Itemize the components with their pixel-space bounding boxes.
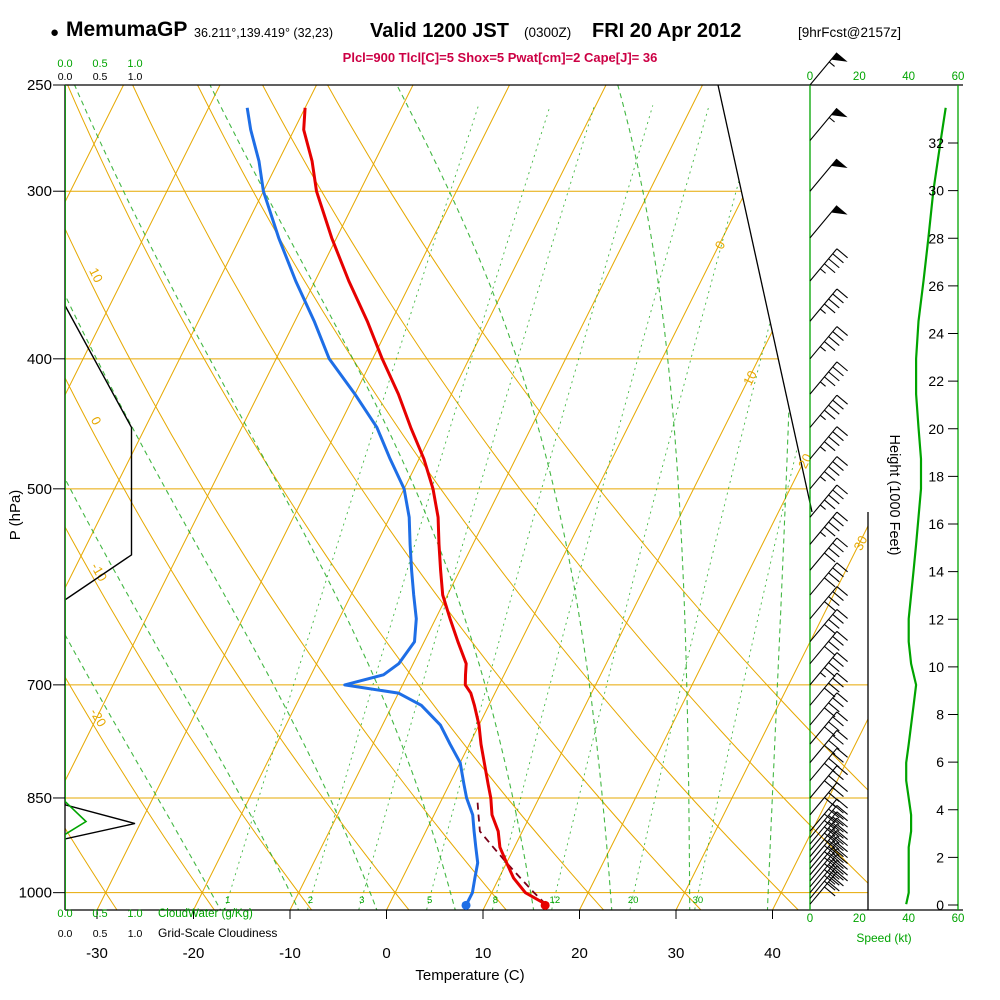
svg-text:30: 30 [928,183,944,199]
svg-text:20: 20 [571,945,588,962]
svg-text:60: 60 [952,913,965,925]
cloudiness-label: Grid-Scale Cloudiness [158,926,277,940]
svg-text:20: 20 [853,913,866,925]
svg-text:60: 60 [952,71,965,83]
station-name: MemumaGP [66,18,188,41]
skewt-grid [65,85,868,910]
valid-time-z: (0300Z) [524,25,572,40]
svg-text:10: 10 [475,945,492,962]
temperature-axis-label: Temperature (C) [415,967,524,984]
svg-text:-30: -30 [86,945,108,962]
svg-text:1.0: 1.0 [128,71,143,83]
svg-text:26: 26 [928,278,944,294]
svg-text:0: 0 [88,414,105,427]
wind-column [809,52,959,910]
svg-text:1000: 1000 [19,885,52,902]
svg-text:4: 4 [936,802,944,818]
svg-text:8: 8 [936,707,944,723]
svg-text:300: 300 [27,183,52,200]
svg-text:0.5: 0.5 [92,908,107,920]
svg-text:14: 14 [928,564,944,580]
svg-text:30: 30 [851,533,871,553]
svg-text:12: 12 [928,611,944,627]
svg-text:20: 20 [928,421,944,437]
svg-text:1: 1 [225,895,230,906]
svg-text:0: 0 [807,71,813,83]
svg-text:20: 20 [628,895,639,906]
svg-text:0.5: 0.5 [93,928,108,940]
svg-text:1.0: 1.0 [128,928,143,940]
surface-temperature-dot [540,900,550,910]
svg-text:22: 22 [928,373,944,389]
svg-text:18: 18 [928,468,944,484]
svg-text:-20: -20 [87,706,110,730]
svg-text:6: 6 [936,754,944,770]
svg-text:-20: -20 [183,945,205,962]
svg-text:0.5: 0.5 [93,71,108,83]
station-coordinates: 36.211°,139.419° (32,23) [194,26,334,40]
svg-text:0.0: 0.0 [58,71,73,83]
svg-text:850: 850 [27,790,52,807]
stability-parameters: Plcl=900 Tlcl[C]=5 Shox=5 Pwat[cm]=2 Cap… [342,50,658,65]
svg-text:24: 24 [928,326,944,342]
svg-text:2: 2 [936,849,944,865]
svg-text:10: 10 [86,265,106,285]
svg-text:40: 40 [902,71,915,83]
wind-speed-curve [905,107,947,905]
svg-text:250: 250 [27,77,52,94]
svg-text:16: 16 [928,516,944,532]
svg-text:40: 40 [764,945,781,962]
svg-text:32: 32 [928,135,944,151]
svg-text:0.0: 0.0 [57,58,72,70]
svg-text:10: 10 [740,368,760,388]
svg-text:30: 30 [693,895,704,906]
parcel-path [476,801,547,905]
surface-dewpoint-dot [461,900,471,910]
svg-text:700: 700 [27,677,52,694]
cloudwater-profile [65,85,88,910]
valid-date: FRI 20 Apr 2012 [592,20,742,42]
sounding-curves [245,107,550,910]
svg-text:28: 28 [928,230,944,246]
svg-text:0.0: 0.0 [57,908,72,920]
svg-text:8: 8 [493,895,498,906]
svg-text:3: 3 [359,895,364,906]
height-axis-label: Height (1000 Feet) [886,435,902,556]
svg-text:20: 20 [795,451,815,471]
station-bullet-icon: ● [50,24,60,41]
svg-text:30: 30 [668,945,685,962]
svg-text:12: 12 [550,895,561,906]
valid-time-label: Valid 1200 JST [370,20,509,42]
svg-text:0: 0 [382,945,390,962]
svg-text:0: 0 [936,897,944,913]
cloud-profiles [65,85,136,910]
svg-text:400: 400 [27,351,52,368]
svg-text:20: 20 [853,71,866,83]
pressure-axis-label: P (hPa) [7,490,24,541]
plot-frame [64,84,963,911]
svg-text:0: 0 [807,913,813,925]
speed-axis-label: Speed (kt) [856,931,911,945]
svg-text:10: 10 [928,659,944,675]
svg-text:5: 5 [427,895,432,906]
svg-text:0.5: 0.5 [92,58,107,70]
grid-scale-cloudiness-profile [65,85,136,910]
svg-text:1.0: 1.0 [127,908,142,920]
temperature-curve [302,107,547,906]
svg-text:2: 2 [308,895,313,906]
svg-text:500: 500 [27,481,52,498]
svg-text:1.0: 1.0 [127,58,142,70]
svg-text:-10: -10 [279,945,301,962]
svg-text:0.0: 0.0 [58,928,73,940]
cloudwater-label: CloudWater (g/Kg) [158,908,253,920]
svg-text:40: 40 [902,913,915,925]
dewpoint-curve [245,107,480,905]
svg-text:0: 0 [712,238,729,251]
forecast-tag: [9hrFcst@2157z] [798,25,901,40]
